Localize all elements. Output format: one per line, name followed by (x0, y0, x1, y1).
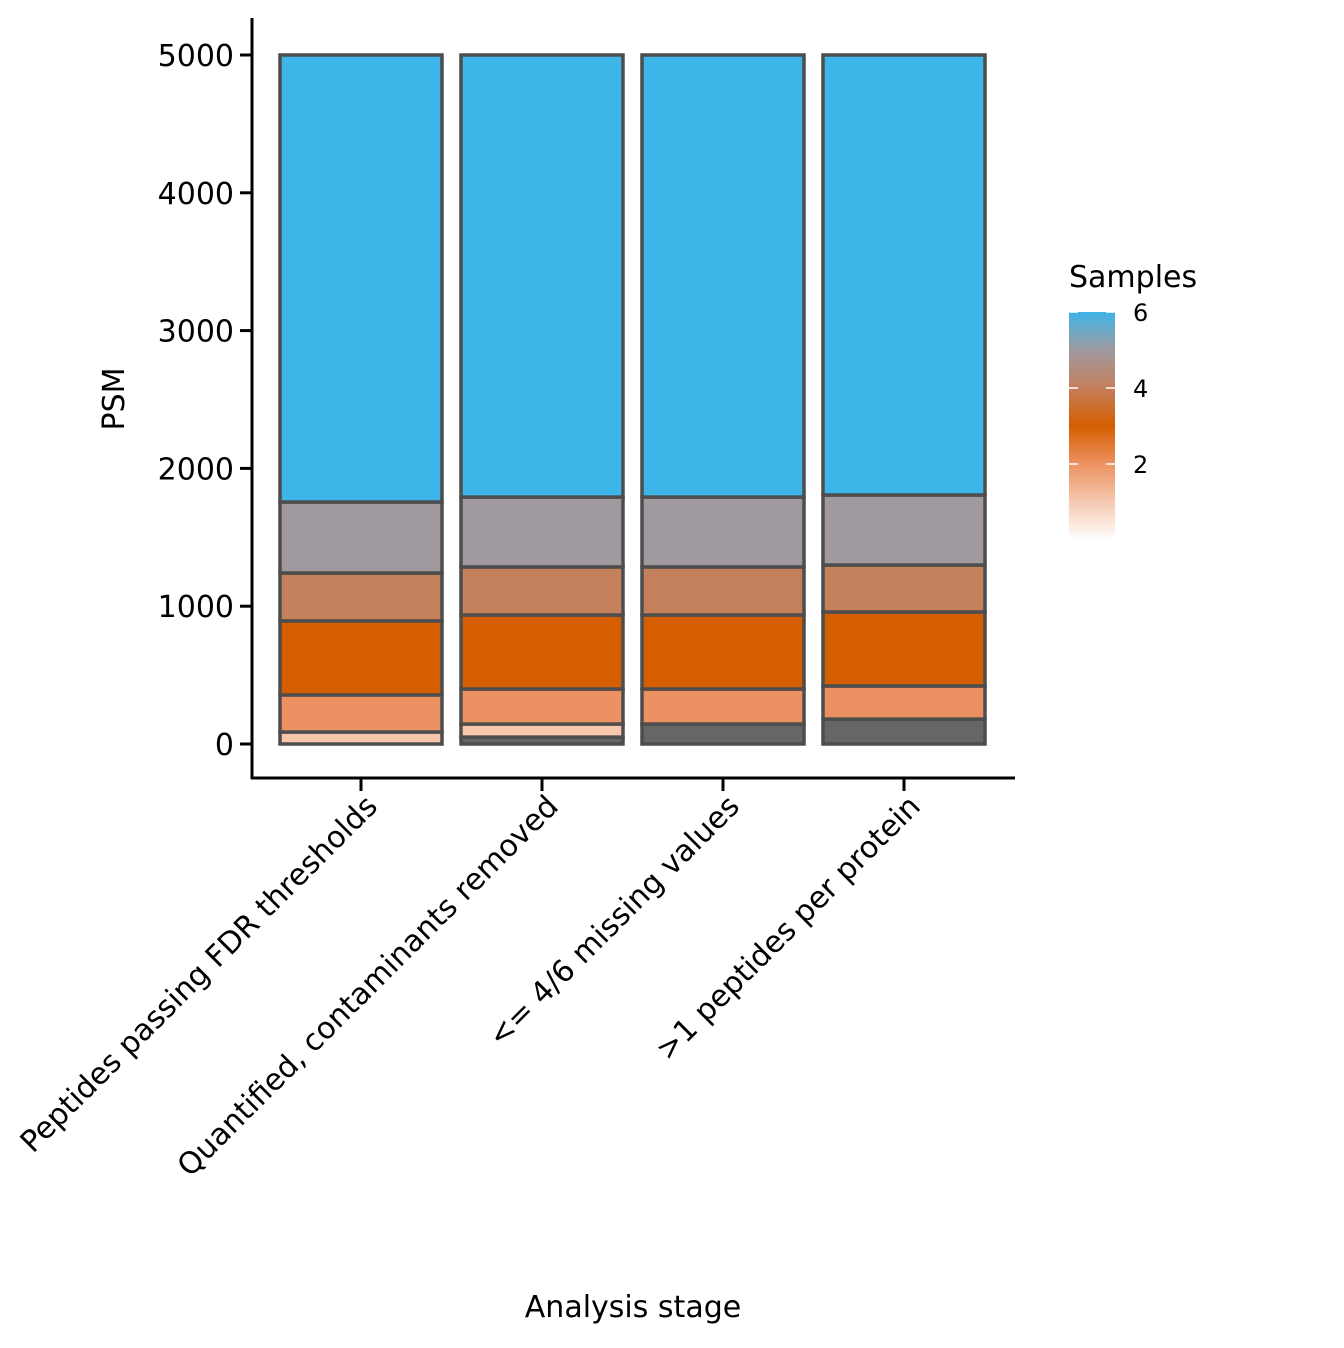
legend-tick-label: 4 (1133, 375, 1148, 403)
bar-segment-5-samples (640, 495, 806, 569)
legend-title: Samples (1069, 260, 1197, 295)
legend-tick-label: 2 (1133, 451, 1148, 479)
bar-segment-3-samples (278, 619, 444, 697)
y-axis: 0 1000 2000 3000 4000 5000 (158, 18, 254, 779)
bars (278, 53, 987, 746)
bar-segment-4-samples (459, 565, 625, 617)
y-tick-label: 5000 (158, 39, 234, 74)
y-tick-label: 1000 (158, 590, 234, 625)
bar-segment-3-samples (640, 613, 806, 691)
bar-segment-5-samples (821, 493, 987, 567)
bar-segment-4-samples (640, 565, 806, 617)
y-tick-label: 4000 (158, 177, 234, 212)
bar-segment-6-samples (278, 53, 444, 504)
bar-segment-4-samples (278, 571, 444, 623)
x-axis-title: Analysis stage (525, 1290, 741, 1325)
y-tick-label: 2000 (158, 452, 234, 487)
bar-segment-3-samples (459, 613, 625, 691)
legend-tick-label: 6 (1133, 299, 1148, 327)
bar-segment-na (640, 722, 806, 746)
legend-colorbar (1069, 312, 1115, 540)
bar-segment-2-samples (459, 687, 625, 726)
x-axis: Peptides passing FDR thresholdsQuantifie… (14, 776, 1015, 1184)
bar-segment-5-samples (459, 495, 625, 569)
y-tick-label: 0 (215, 728, 234, 763)
bar-segment-1-samples (459, 722, 625, 739)
bar-segment-3-samples (821, 610, 987, 688)
bar-segment-na (821, 717, 987, 746)
bar-segment-1-samples (278, 730, 444, 746)
bar-segment-2-samples (278, 693, 444, 734)
y-tick-label: 3000 (158, 315, 234, 350)
bar-segment-6-samples (821, 53, 987, 497)
legend: Samples 2 4 6 (1069, 260, 1197, 540)
bar-segment-6-samples (640, 53, 806, 499)
bar-segment-2-samples (640, 687, 806, 726)
bar-segment-5-samples (278, 500, 444, 575)
x-tick-label: Peptides passing FDR thresholds (14, 789, 385, 1160)
x-tick-label: Quantified, contaminants removed (171, 789, 566, 1184)
bar-segment-2-samples (821, 684, 987, 721)
bar-segment-4-samples (821, 563, 987, 614)
y-axis-title: PSM (97, 367, 132, 430)
bar-segment-6-samples (459, 53, 625, 499)
